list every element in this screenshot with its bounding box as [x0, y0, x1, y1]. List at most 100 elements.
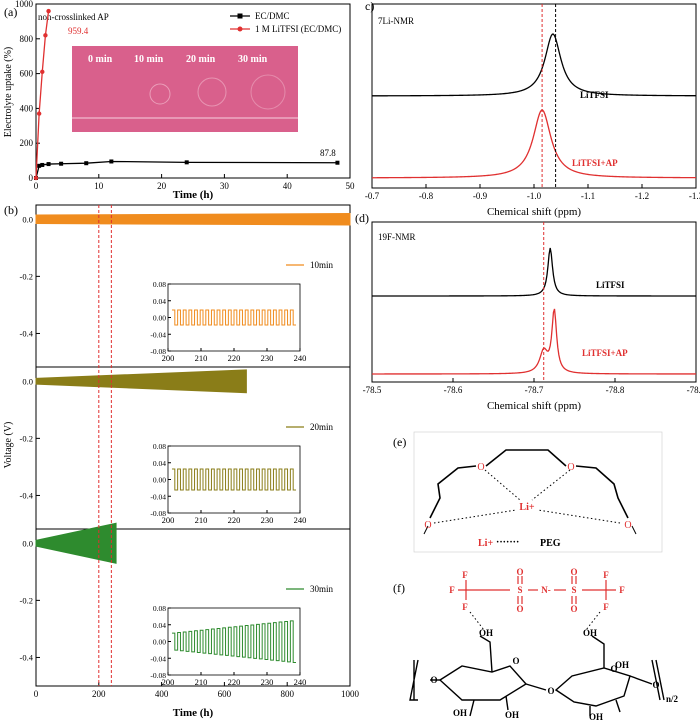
y-tick-label: 1000 — [15, 0, 34, 9]
x-tick-label: 0 — [34, 689, 39, 699]
inset-x-tick-label: 220 — [228, 353, 241, 363]
oh-2: OH — [583, 628, 597, 638]
x-tick-label: -1.2 — [635, 191, 649, 201]
inset-y-tick-label: 0.00 — [153, 314, 166, 323]
legend-peg: PEG — [540, 538, 561, 549]
panel-d-plot: -78.5 -78.6 -78.7 -78.8 -78.9 — [363, 222, 700, 395]
x-tick-label: 800 — [280, 689, 294, 699]
sugar-rings — [409, 635, 665, 717]
inset-x-tick-label: 220 — [228, 677, 241, 687]
repeat-label: n/2 — [666, 694, 679, 704]
panel-d: (d) 19F-NMR -78.5 -78.6 -78.7 -78.8 -78.9 Li… — [355, 211, 700, 412]
x-tick-label: 1000 — [341, 689, 360, 699]
legend-label-ecdmc: EC/DMC — [255, 11, 290, 21]
data-point — [46, 8, 51, 14]
sample-disc-icon — [250, 74, 286, 110]
panel-a-label: (a) — [4, 5, 17, 19]
panel-c-xlabel: Chemical shift (ppm) — [487, 206, 581, 218]
inset-y-tick-label: 0.08 — [153, 442, 166, 451]
panel-b-xlabel: Time (h) — [173, 707, 214, 719]
inset-y-tick-label: 0.08 — [153, 604, 166, 613]
data-point — [335, 160, 340, 165]
tfsi-f-3: F — [462, 602, 468, 612]
panel-b-ylabel: Voltage (V) — [3, 422, 14, 469]
tfsi-f-1: F — [462, 570, 468, 580]
panel-a: (a) non-crosslinked AP 959.4 87.8 0 min … — [3, 0, 355, 201]
inset-square-wave — [172, 468, 296, 491]
voltage-band-10min — [35, 213, 351, 226]
y-tick-label: 600 — [20, 69, 34, 79]
panel-c-plot: -0.7 -0.8 -0.9 -1.0 -1.1 -1.2 -1.3 — [365, 4, 700, 201]
x-tick-label: -78.9 — [687, 385, 700, 395]
x-tick-label: 40 — [283, 181, 293, 191]
panel-d-xlabel: Chemical shift (ppm) — [487, 400, 581, 412]
y-tick-label: 0.0 — [22, 376, 33, 386]
inset-x-tick-label: 230 — [261, 353, 274, 363]
legend-marker-litfsi — [237, 26, 243, 32]
atom-o-1: O — [477, 462, 484, 473]
y-tick-label: 400 — [20, 103, 34, 113]
panel-d-title: 19F-NMR — [378, 232, 416, 242]
inset-x-tick-label: 200 — [162, 677, 175, 687]
panel-d-frame — [371, 221, 697, 383]
panel-b-plot: 0.0 -0.2 -0.4 10min 200 210 220 230 240 -0.08 -0.0… — [20, 205, 360, 699]
legend-label-litfsi: 1 M LiTFSI (EC/DMC) — [255, 24, 341, 34]
x-tick-label: -1.0 — [527, 191, 542, 201]
nmr-spectrum-0 — [371, 247, 697, 297]
inset-x-tick-label: 210 — [195, 353, 208, 363]
inset-y-tick-label: 0.00 — [153, 476, 166, 485]
x-tick-label: -0.7 — [365, 191, 380, 201]
oh-4: OH — [505, 710, 519, 720]
photo-label-30: 30 min — [238, 54, 268, 65]
data-point — [40, 162, 45, 167]
data-point — [84, 161, 89, 166]
panel-c-label-litfsi-ap: LiTFSI+AP — [572, 158, 618, 168]
panel-b: (b) 0.0 -0.2 -0.4 10min 200 210 220 230 240 -0.08… — [3, 203, 360, 719]
panel-e-structure: (e) O O O O Li+ Li+ ······· PEG — [393, 431, 663, 553]
y-tick-label: -0.4 — [20, 652, 34, 662]
voltage-band-20min — [35, 369, 247, 394]
y-tick-label: -0.2 — [20, 433, 33, 443]
x-tick-label: -0.9 — [473, 191, 488, 201]
x-tick-label: 200 — [92, 689, 106, 699]
data-point — [184, 160, 189, 165]
panel-a-annotation-noncrosslinked: non-crosslinked AP — [38, 12, 109, 22]
legend-dots: ······· — [496, 537, 519, 548]
panel-b-label: (b) — [4, 203, 18, 217]
panel-b-frame — [35, 204, 351, 687]
panel-d-label: (d) — [355, 211, 369, 225]
inset-y-tick-label: -0.04 — [150, 330, 166, 339]
oh-1: OH — [479, 628, 493, 638]
atom-o-4: O — [624, 520, 631, 531]
y-tick-label: -0.4 — [20, 328, 34, 338]
y-tick-label: 200 — [20, 138, 34, 148]
x-tick-label: -1.1 — [581, 191, 595, 201]
inset-x-tick-label: 230 — [261, 677, 274, 687]
inset-y-tick-label: -0.08 — [150, 347, 166, 356]
x-tick-label: 0 — [34, 181, 39, 191]
legend-li: Li+ — [478, 538, 493, 549]
data-point — [109, 159, 114, 164]
panel-a-legend: EC/DMC 1 M LiTFSI (EC/DMC) — [230, 11, 341, 34]
data-point — [36, 111, 42, 116]
panel-a-frame — [35, 3, 351, 179]
x-tick-label: 50 — [346, 181, 356, 191]
x-tick-label: -78.7 — [525, 385, 544, 395]
legend-label: 20min — [310, 422, 334, 432]
tfsi-f-2: F — [449, 585, 455, 595]
x-tick-label: -1.3 — [689, 191, 700, 201]
panel-f-structure: (f) F F F S O O N- S O O F F — [393, 567, 679, 722]
tfsi-s-2: S — [571, 585, 576, 595]
tfsi-o-2: O — [516, 604, 523, 614]
panel-a-ylabel: Electrolyte uptake (%) — [3, 47, 14, 138]
data-point — [37, 163, 42, 168]
tfsi-f-6: F — [603, 602, 609, 612]
nmr-spectrum-1 — [371, 109, 697, 179]
photo-label-20: 20 min — [186, 54, 216, 65]
y-tick-label: -0.2 — [20, 271, 33, 281]
tfsi-bonds — [458, 576, 616, 604]
panel-a-annotation-max: 959.4 — [68, 26, 89, 36]
panel-a-plot: 0 10 20 30 40 50 0 200 400 600 800 1000 — [15, 0, 355, 191]
ring-o-2: O — [512, 656, 519, 666]
inset-x-tick-label: 220 — [228, 515, 241, 525]
